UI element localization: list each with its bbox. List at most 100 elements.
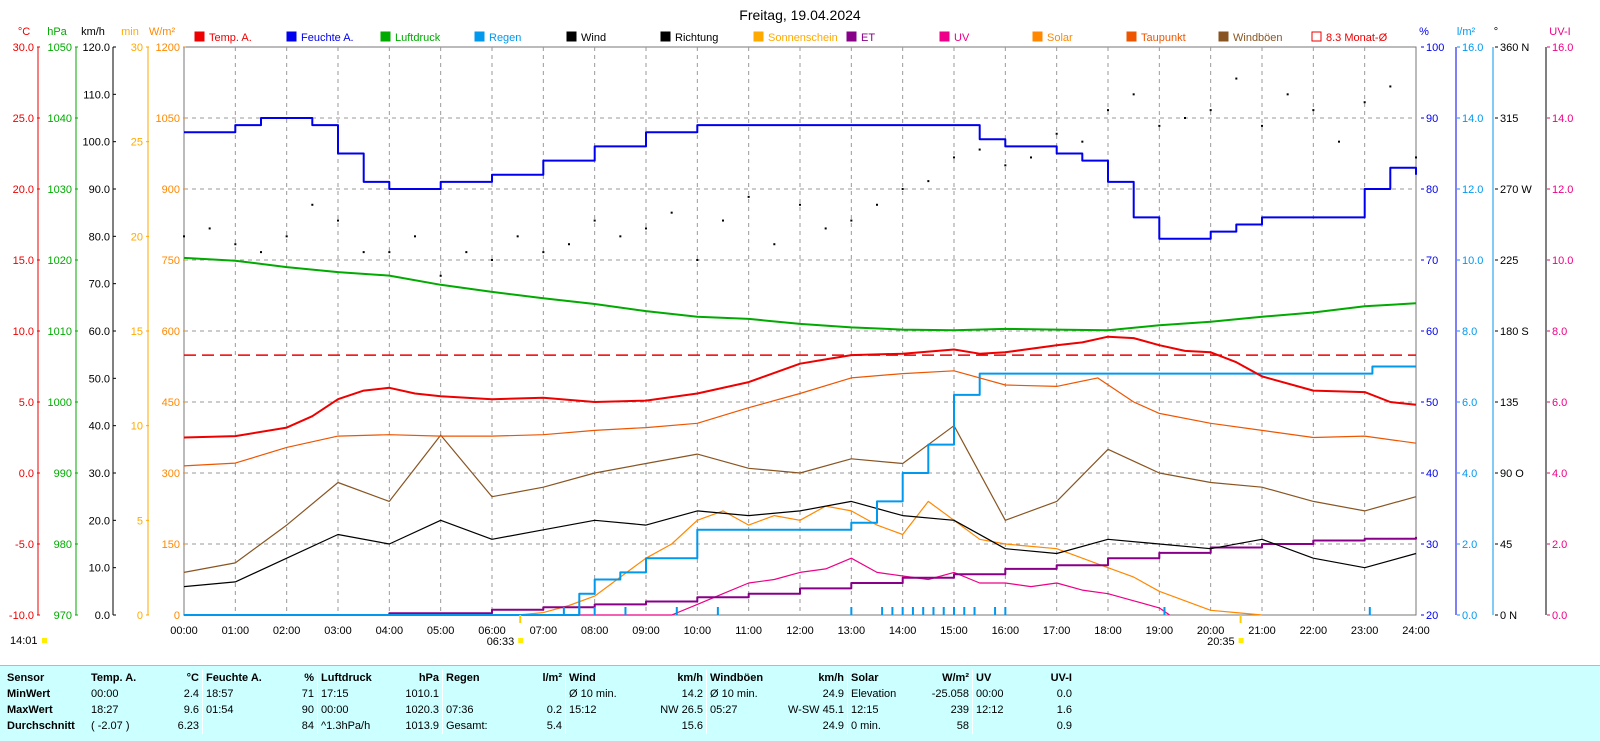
max-wind-time: 15:12 [565, 702, 630, 718]
sunshine-tick-label: 0 [137, 610, 143, 622]
pressure-tick-label: 1050 [48, 42, 72, 54]
rain-tick-label: 2.0 [1462, 539, 1477, 551]
x-tick-label: 11:00 [735, 625, 762, 637]
min-temp: 2.4 [183, 688, 199, 700]
rain-event-mark [973, 607, 976, 615]
temp-axis-unit: °C [18, 26, 30, 38]
rain-event-mark [881, 607, 884, 615]
max-gust-time: 05:27 [706, 702, 771, 718]
avg-uv-blank [972, 718, 1029, 734]
min-uv-time: 00:00 [972, 686, 1029, 702]
min-wind-label: Ø 10 min. [565, 686, 630, 702]
stats-panel: Sensor Temp. A. °C Feuchte A. % Luftdruc… [0, 665, 1600, 741]
hdr-rain: Regen [442, 670, 519, 686]
rain-event-mark [891, 607, 894, 615]
direction-point [876, 203, 878, 206]
x-tick-label: 20:00 [1197, 625, 1225, 637]
direction-point [1286, 93, 1289, 96]
sunshine-tick-label: 10 [131, 421, 143, 433]
rain-tick-label: 0.0 [1462, 610, 1477, 622]
wind-tick-label: 110.0 [83, 89, 110, 101]
direction-point [1363, 101, 1366, 104]
weather-chart: Freitag, 19.04.2024 Temp. A. Feuchte A. Lu… [9, 7, 1574, 648]
wind-axis-unit: km/h [81, 26, 105, 38]
stats-min-row: MinWert 00:00 2.4 18:57 71 17:15 1010.1 … [4, 686, 1075, 702]
series [183, 77, 1417, 616]
rain-event-mark [994, 607, 997, 615]
direction-tick-label: 270 W [1500, 184, 1532, 196]
rain-event-mark [593, 607, 596, 615]
temp-tick-label: -5.0 [15, 539, 34, 551]
x-tick-label: 23:00 [1351, 625, 1379, 637]
rain-tick-label: 4.0 [1462, 468, 1477, 480]
legend-swatch [286, 31, 297, 42]
direction-point [850, 219, 853, 222]
direction-point [414, 235, 416, 238]
direction-point [696, 259, 699, 261]
right-axes: 100 90 80 70 60 50 40 30 20% 16.0 14.0 12.0 10.0 8.0 6… [1419, 26, 1573, 622]
uv-axis-unit: UV-I [1549, 26, 1570, 38]
wind-tick-label: 50.0 [89, 373, 110, 385]
legend-swatch [566, 31, 577, 42]
uv-tick-label: 4.0 [1552, 468, 1567, 480]
direction-point [465, 251, 468, 254]
hdr-press-unit: hPa [418, 672, 439, 684]
direction-point [978, 148, 981, 151]
x-tick-label: 09:00 [632, 625, 660, 637]
hdr-sensor: Sensor [7, 672, 45, 684]
sunshine-tick-label: 30 [131, 42, 143, 54]
humidity-tick-label: 100 [1426, 42, 1444, 54]
stats-max-row: MaxWert 18:27 9.6 01:54 90 00:00 1020.3 … [4, 702, 1075, 718]
x-tick-label: 07:00 [530, 625, 558, 637]
direction-point [619, 235, 622, 238]
hdr-hum-unit: % [304, 672, 314, 684]
rain-event-mark [963, 607, 966, 615]
legend-swatch [380, 31, 391, 42]
stats-table: Sensor Temp. A. °C Feuchte A. % Luftdruc… [4, 670, 1075, 734]
rain-event-mark [911, 607, 914, 615]
solar-tick-label: 1050 [156, 113, 180, 125]
x-tick-label: 10:00 [684, 625, 712, 637]
direction-point [1004, 164, 1007, 167]
temperature-series [183, 335, 1417, 439]
x-tick-label: 04:00 [376, 625, 404, 637]
max-temp: 9.6 [183, 704, 199, 716]
solar-tick-label: 900 [162, 184, 180, 196]
temp-tick-label: 20.0 [13, 184, 34, 196]
temp-tick-label: 5.0 [19, 397, 34, 409]
wind-tick-label: 80.0 [89, 231, 110, 243]
sunshine-tick-label: 15 [131, 326, 143, 338]
hdr-temp: Temp. A. [91, 672, 137, 684]
solar-tick-label: 750 [162, 255, 180, 267]
wind-series [183, 500, 1417, 588]
humidity-series [184, 117, 1417, 240]
direction-point [799, 203, 801, 206]
pressure-tick-label: 1020 [48, 255, 72, 267]
legend-swatch [939, 31, 950, 42]
direction-point [747, 195, 750, 198]
legend-label: Taupunkt [1141, 32, 1186, 44]
rain-event-mark [932, 607, 935, 615]
legend-swatch [194, 31, 205, 42]
avg-temp: 6.23 [177, 720, 199, 732]
rain-event-mark [562, 607, 565, 615]
temp-tick-label: 30.0 [13, 42, 34, 54]
sunshine-tick-label: 25 [131, 137, 143, 149]
direction-point [1312, 109, 1315, 112]
humidity-tick-label: 80 [1426, 184, 1438, 196]
x-tick-label: 22:00 [1300, 625, 1328, 637]
pressure-tick-label: 980 [54, 539, 72, 551]
max-temp-time: 18:27 [91, 704, 119, 716]
direction-point [1209, 109, 1212, 112]
min-gust-label: Ø 10 min. [706, 686, 771, 702]
temp-tick-label: 15.0 [13, 255, 34, 267]
uv-tick-label: 12.0 [1552, 184, 1573, 196]
direction-point [183, 235, 185, 238]
x-tick-label: 01:00 [222, 625, 250, 637]
x-tick-label: 03:00 [324, 625, 352, 637]
uv-tick-label: 2.0 [1552, 539, 1567, 551]
pressure-axis-unit: hPa [47, 26, 67, 38]
rain-event-mark [1163, 607, 1166, 615]
max-solar: 239 [950, 704, 969, 716]
min-gust: 24.9 [822, 688, 844, 700]
